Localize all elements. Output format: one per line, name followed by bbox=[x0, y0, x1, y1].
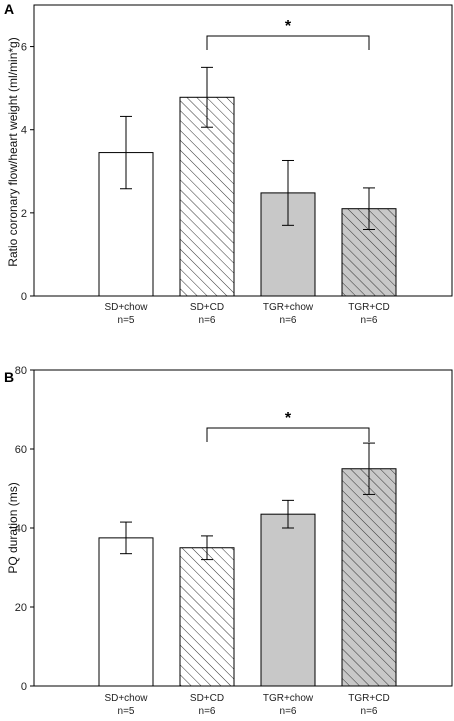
bar-sd-cd bbox=[179, 547, 235, 687]
category-label: TGR+chow bbox=[263, 693, 314, 704]
group-size-label: n=6 bbox=[361, 315, 378, 326]
category-label: SD+CD bbox=[190, 302, 224, 313]
panel-b-ylabel: PQ duration (ms) bbox=[6, 482, 20, 573]
group-size-label: n=6 bbox=[361, 706, 378, 717]
category-label: TGR+CD bbox=[348, 693, 389, 704]
y-tick-label: 60 bbox=[15, 444, 27, 456]
bar-tgr-chow bbox=[260, 513, 316, 687]
y-tick-label: 4 bbox=[21, 125, 27, 137]
significance-star: * bbox=[285, 18, 292, 35]
y-tick-label: 6 bbox=[21, 42, 27, 54]
category-label: TGR+CD bbox=[348, 302, 389, 313]
group-size-label: n=6 bbox=[280, 315, 297, 326]
y-tick-label: 0 bbox=[21, 681, 27, 693]
panel-a-frame bbox=[33, 4, 453, 297]
y-tick-label: 80 bbox=[15, 365, 27, 377]
y-tick-label: 20 bbox=[15, 602, 27, 614]
group-size-label: n=6 bbox=[199, 315, 216, 326]
y-tick-label: 40 bbox=[15, 523, 27, 535]
y-tick-label: 2 bbox=[21, 208, 27, 220]
significance-bracket bbox=[206, 427, 370, 442]
bar-sd-chow bbox=[98, 537, 154, 687]
category-label: SD+CD bbox=[190, 693, 224, 704]
group-size-label: n=6 bbox=[280, 706, 297, 717]
category-label: SD+chow bbox=[104, 693, 148, 704]
category-label: SD+chow bbox=[104, 302, 148, 313]
bar-tgr-cd bbox=[341, 468, 397, 687]
significance-bracket bbox=[206, 35, 370, 50]
category-label: TGR+chow bbox=[263, 302, 314, 313]
panel-b-label: B bbox=[4, 369, 14, 385]
bar-sd-cd bbox=[179, 96, 235, 297]
panel-b-chart: B PQ duration (ms) 0 20 40 60 80 SD+chow n=5 SD… bbox=[4, 365, 453, 717]
panel-a-ylabel: Ratio coronary flow/heart weight (ml/min… bbox=[6, 37, 20, 266]
y-tick-label: 0 bbox=[21, 291, 27, 303]
significance-star: * bbox=[285, 410, 292, 427]
group-size-label: n=5 bbox=[118, 315, 135, 326]
panel-a-label: A bbox=[4, 1, 14, 17]
group-size-label: n=6 bbox=[199, 706, 216, 717]
panel-a-chart: A Ratio coronary flow/heart weight (ml/m… bbox=[4, 1, 453, 326]
group-size-label: n=5 bbox=[118, 706, 135, 717]
